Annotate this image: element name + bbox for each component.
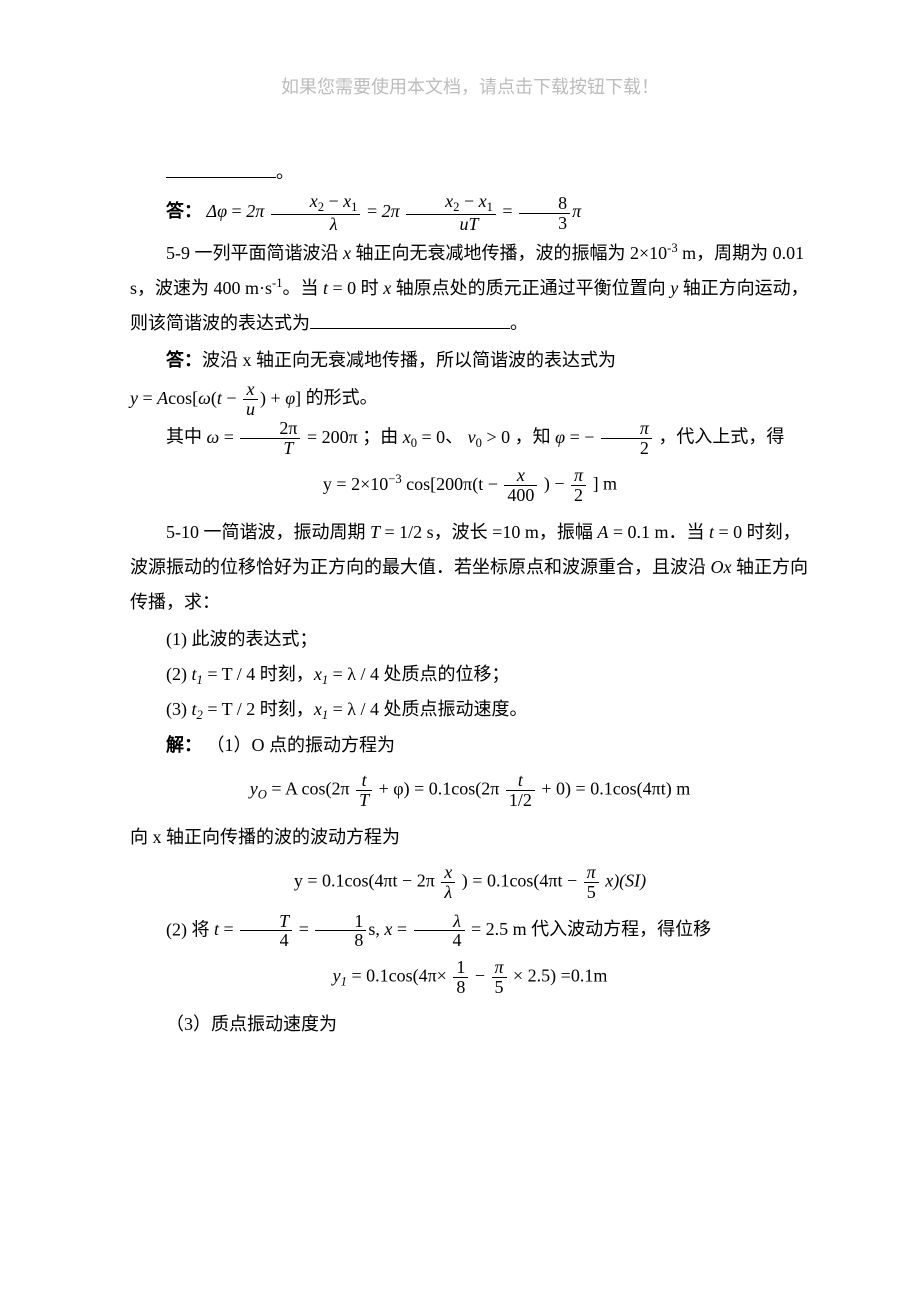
question-2: (2) t1 = T / 4 时刻，x1 = λ / 4 处质点的位移； [130, 657, 810, 692]
question-1: (1) 此波的表达式； [130, 622, 810, 657]
eq-wave: y = 0.1cos(4πt − 2π xλ ) = 0.1cos(4πt − … [130, 863, 810, 902]
fill-blank-2 [310, 310, 510, 329]
download-hint: 如果您需要使用本文档，请点击下载按钮下载！ [130, 70, 810, 105]
problem-5-9: 5-9 一列平面简谐波沿 x 轴正向无衰减地传播，波的振幅为 2×10-3 m，… [130, 236, 810, 341]
solution-5-10-part2: (2) 将 t = T4 = 18s, x = λ4 = 2.5 m 代入波动方… [130, 912, 810, 951]
page: 如果您需要使用本文档，请点击下载按钮下载！ 。 答： Δφ = 2π x2 − … [0, 0, 920, 1307]
question-3: (3) t2 = T / 2 时刻，x1 = λ / 4 处质点振动速度。 [130, 692, 810, 727]
wave-form-equation: y = Acos[ω(t − xu) + φ] 的形式。 [130, 380, 810, 419]
problem-number: 5-9 [166, 243, 190, 263]
solution-5-10-part3: （3）质点振动速度为 [130, 1007, 810, 1042]
fill-blank [166, 159, 276, 178]
period: 。 [276, 162, 294, 182]
blank-line-1: 。 [130, 155, 810, 190]
answer-label: 答： [166, 201, 202, 221]
phase-eq: Δφ = 2π x2 − x1 λ = 2π x2 − x1 uT = 8 3 … [207, 201, 582, 221]
eq-yO: yO = A cos(2π tT + φ) = 0.1cos(2π t1/2 +… [130, 771, 810, 810]
answer-label: 答： [166, 350, 202, 370]
problem-5-10: 5-10 一简谐波，振动周期 T = 1/2 s，波长 =10 m，振幅 A =… [130, 515, 810, 620]
eq-5-9-final: y = 2×10−3 cos[200π(t − x400 ) − π2 ] m [130, 466, 810, 505]
answer-5-9-mid: 其中 ω = 2πT = 200π ；由 x0 = 0、 v0 > 0 ，知 φ… [130, 419, 810, 458]
eq-y1: y1 = 0.1cos(4π× 18 − π5 × 2.5) =0.1m [130, 958, 810, 997]
answer-phase-diff: 答： Δφ = 2π x2 − x1 λ = 2π x2 − x1 uT = 8… [130, 192, 810, 234]
solution-5-10-part1: 解： （1）O 点的振动方程为 [130, 728, 810, 763]
answer-5-9-line1: 答：波沿 x 轴正向无衰减地传播，所以简谐波的表达式为 [130, 343, 810, 378]
wave-direction-text: 向 x 轴正向传播的波的波动方程为 [130, 820, 810, 855]
problem-number: 5-10 [166, 522, 199, 542]
solve-label: 解： [166, 735, 202, 755]
